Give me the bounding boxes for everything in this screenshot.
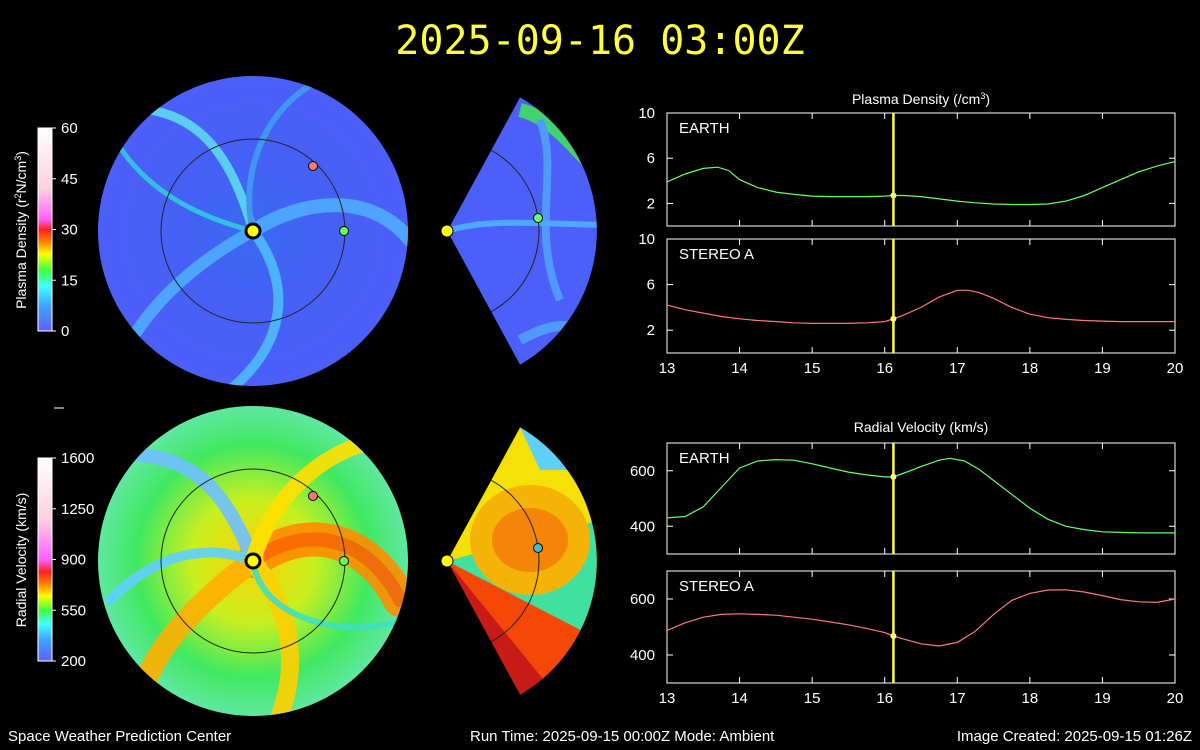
x-tick-label: 13: [659, 360, 676, 377]
series-line-earth: [666, 161, 1176, 206]
density-meridional-wedge: [440, 96, 598, 366]
colorbar-tick-label: 1600: [61, 450, 94, 467]
panel-earth: 600 400 EARTH: [630, 442, 1176, 555]
panel-label: STEREO A: [679, 246, 754, 263]
x-tick-label: 19: [1094, 690, 1111, 707]
panel-label: STEREO A: [679, 578, 754, 595]
cursor-marker: [890, 473, 897, 480]
x-tick-label: 14: [731, 690, 748, 707]
y-tick-label: 400: [630, 518, 655, 535]
panel-label: EARTH: [679, 120, 730, 137]
y-tick-label: 600: [630, 463, 655, 480]
footer-run-time: Run Time: 2025-09-15 00:00Z Mode: Ambien…: [470, 728, 775, 745]
y-tick-label: 2: [647, 195, 655, 212]
y-tick-label: 6: [647, 277, 655, 294]
velocity-colorbar-ticks: 1600 1250 900 550 200: [52, 450, 94, 670]
colorbar-tick-label: 15: [61, 272, 78, 289]
cursor-marker: [890, 632, 897, 639]
x-tick-label: 20: [1167, 690, 1184, 707]
x-tick-label: 14: [731, 360, 748, 377]
density-colorbar-ticks: 60 45 30 15 0: [52, 120, 78, 340]
velocity-meridional-wedge: [440, 426, 598, 696]
y-tick-label: 600: [630, 591, 655, 608]
density-colorbar-label: Plasma Density (r2N/cm3): [13, 151, 29, 309]
x-tick-label: 17: [949, 360, 966, 377]
y-tick-label: 2: [647, 322, 655, 339]
colorbar-tick-label: 900: [61, 552, 86, 569]
colorbar-tick-label: 0: [61, 323, 69, 340]
x-tick-label: 18: [1022, 360, 1039, 377]
panel-frame: [666, 238, 1176, 354]
x-tick-label: 15: [804, 690, 821, 707]
chart-0: Plasma Density (/cm3) 10 6 2 EARTH 10 6 2 STEREO…: [638, 91, 1183, 377]
panel-frame: [666, 112, 1176, 227]
x-tick-label: 16: [876, 360, 893, 377]
colorbar-tick-label: 200: [61, 653, 86, 670]
y-tick-label: 10: [638, 231, 655, 248]
panel-frame: [666, 570, 1176, 684]
y-tick-label: 6: [647, 150, 655, 167]
velocity-ecliptic-disk: [98, 406, 408, 716]
x-tick-label: 16: [876, 690, 893, 707]
density-ecliptic-disk: [98, 76, 408, 386]
x-tick-label: 17: [949, 690, 966, 707]
cursor-marker: [890, 192, 897, 199]
panel-stereo-a: 10 6 2 STEREO A: [638, 231, 1176, 354]
colorbar-tick-label: 60: [61, 120, 78, 137]
footer-org: Space Weather Prediction Center: [8, 728, 232, 745]
panel-stereo-a: 600 400 STEREO A: [630, 570, 1176, 684]
series-line-stereo-a: [666, 289, 1175, 324]
density-colorbar: [37, 127, 53, 332]
series-line-stereo-a: [666, 589, 1176, 647]
x-tick-label: 20: [1167, 360, 1184, 377]
x-tick-label: 18: [1022, 690, 1039, 707]
x-tick-label: 15: [804, 360, 821, 377]
colorbar-tick-label: 45: [61, 171, 78, 188]
chart-1: Radial Velocity (km/s) 600 400 EARTH 600 400 S…: [630, 419, 1183, 707]
x-tick-label: 13: [659, 690, 676, 707]
velocity-colorbar-label: Radial Velocity (km/s): [13, 493, 29, 628]
colorbar-tick-label: 30: [61, 222, 78, 239]
page-title: 2025-09-16 03:00Z: [395, 18, 805, 64]
velocity-colorbar: [37, 457, 53, 662]
panel-label: EARTH: [679, 450, 730, 467]
series-line-earth: [666, 457, 1175, 534]
panel-frame: [666, 442, 1176, 555]
x-tick-label: 19: [1094, 360, 1111, 377]
colorbar-tick-label: 550: [61, 602, 86, 619]
cursor-marker: [890, 315, 897, 322]
y-tick-label: 400: [630, 647, 655, 664]
y-tick-label: 10: [638, 105, 655, 122]
chart-title: Radial Velocity (km/s): [854, 419, 989, 435]
chart-title: Plasma Density (/cm3): [852, 91, 990, 107]
panel-earth: 10 6 2 EARTH: [638, 105, 1176, 227]
time-series-plots: Plasma Density (/cm3) 10 6 2 EARTH 10 6 2 STEREO…: [630, 91, 1183, 707]
footer-image-created: Image Created: 2025-09-15 01:26Z: [956, 728, 1192, 745]
colorbar-tick-label: 1250: [61, 501, 94, 518]
